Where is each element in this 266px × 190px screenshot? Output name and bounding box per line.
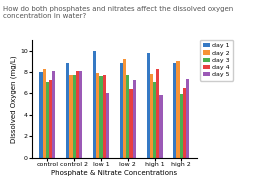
Legend: day 1, day 2, day 3, day 4, day 5: day 1, day 2, day 3, day 4, day 5	[200, 40, 233, 81]
Text: How do both phosphates and nitrates affect the dissolved oxygen concentration in: How do both phosphates and nitrates affe…	[3, 6, 233, 19]
Bar	[66, 63, 69, 158]
Y-axis label: Dissolved Oxygen (mg/L): Dissolved Oxygen (mg/L)	[11, 55, 17, 143]
Bar	[52, 71, 56, 158]
Bar	[180, 94, 183, 158]
Bar	[153, 82, 156, 158]
Bar	[46, 82, 49, 158]
Bar	[147, 53, 150, 158]
Bar	[99, 76, 103, 158]
Bar	[150, 74, 153, 158]
Bar	[69, 75, 73, 158]
Bar	[79, 71, 82, 158]
Bar	[173, 63, 177, 158]
Bar	[103, 75, 106, 158]
Bar	[106, 93, 109, 158]
Bar	[73, 75, 76, 158]
Bar	[129, 89, 132, 158]
Bar	[96, 73, 99, 158]
Bar	[76, 71, 79, 158]
Bar	[177, 61, 180, 158]
Bar	[126, 75, 129, 158]
Bar	[156, 69, 159, 158]
Bar	[159, 94, 163, 158]
Bar	[183, 88, 186, 158]
Bar	[49, 80, 52, 158]
X-axis label: Phosphate & Nitrate Concentrations: Phosphate & Nitrate Concentrations	[51, 170, 177, 176]
Bar	[39, 72, 43, 158]
Bar	[43, 69, 46, 158]
Bar	[123, 59, 126, 158]
Bar	[93, 51, 96, 158]
Bar	[120, 63, 123, 158]
Bar	[186, 79, 189, 158]
Bar	[132, 80, 136, 158]
